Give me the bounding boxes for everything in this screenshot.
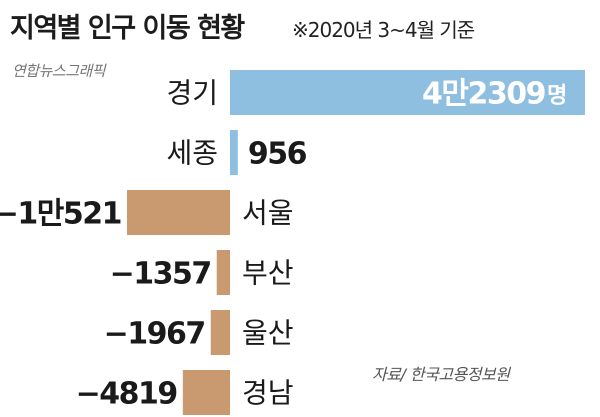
source-note: 자료/ 한국고용정보원 xyxy=(372,365,510,384)
category-label: 부산 xyxy=(242,257,294,290)
bar-세종 xyxy=(230,130,238,175)
value-label: −4819 xyxy=(76,377,177,412)
bar-서울 xyxy=(127,190,230,235)
bar-경남 xyxy=(182,370,230,415)
bar-울산 xyxy=(210,310,230,355)
value-label: −1967 xyxy=(104,317,205,352)
category-label: 서울 xyxy=(242,197,294,230)
category-label: 울산 xyxy=(242,317,294,350)
value-label: −1357 xyxy=(110,257,211,292)
category-label: 경남 xyxy=(242,377,294,410)
value-label: 4만2309 xyxy=(422,77,545,112)
category-label: 세종 xyxy=(166,137,218,170)
category-label: 경기 xyxy=(166,77,218,110)
chart-subtitle: ※2020년 3~4월 기준 xyxy=(292,18,475,42)
bar-경기 xyxy=(230,70,585,115)
chart-title: 지역별 인구 이동 현황 xyxy=(10,13,245,44)
value-label: −1만521 xyxy=(0,197,121,232)
value-unit-label: 명 xyxy=(547,84,567,109)
value-label: 956 xyxy=(248,137,307,172)
graphic-credit: 연합뉴스그래픽 xyxy=(12,62,106,80)
bar-부산 xyxy=(216,250,230,295)
